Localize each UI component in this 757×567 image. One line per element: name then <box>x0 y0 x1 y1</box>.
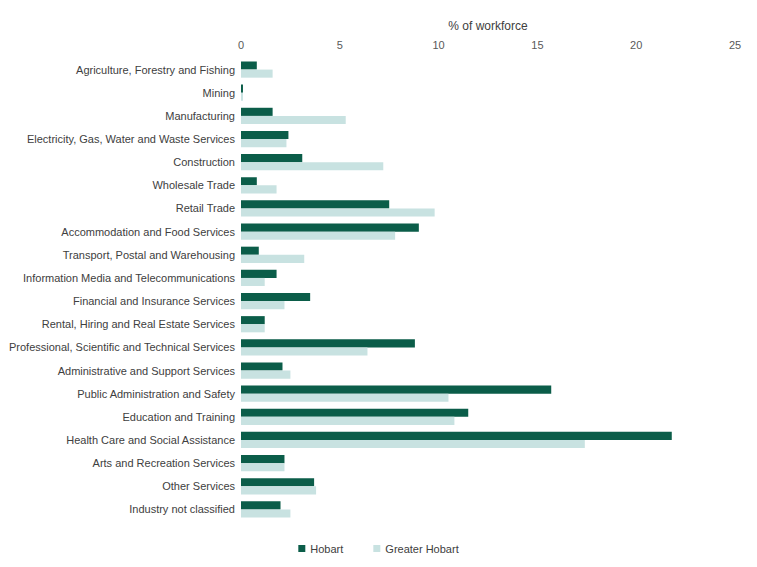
svg-text:5: 5 <box>337 39 343 51</box>
svg-text:25: 25 <box>729 39 741 51</box>
svg-text:Administrative and Support Ser: Administrative and Support Services <box>58 365 236 377</box>
svg-text:Accommodation and Food Service: Accommodation and Food Services <box>61 226 235 238</box>
svg-text:Transport, Postal and Warehous: Transport, Postal and Warehousing <box>63 249 235 261</box>
svg-text:Other Services: Other Services <box>162 480 235 492</box>
svg-text:Arts and Recreation Services: Arts and Recreation Services <box>93 457 236 469</box>
svg-text:% of workforce: % of workforce <box>448 19 528 33</box>
svg-text:0: 0 <box>238 39 244 51</box>
svg-text:Information Media and Telecomm: Information Media and Telecommunications <box>23 272 235 284</box>
svg-text:15: 15 <box>531 39 543 51</box>
svg-text:Mining: Mining <box>203 87 235 99</box>
svg-text:Hobart: Hobart <box>310 543 343 555</box>
svg-text:Financial and Insurance Servic: Financial and Insurance Services <box>73 295 236 307</box>
svg-text:20: 20 <box>630 39 642 51</box>
svg-text:Health Care and Social Assista: Health Care and Social Assistance <box>66 434 235 446</box>
svg-text:Agriculture, Forestry and Fish: Agriculture, Forestry and Fishing <box>76 64 235 76</box>
svg-text:Retail Trade: Retail Trade <box>176 202 235 214</box>
svg-text:Education and Training: Education and Training <box>122 411 235 423</box>
svg-text:Public Administration and Safe: Public Administration and Safety <box>77 388 235 400</box>
svg-text:Construction: Construction <box>173 156 235 168</box>
svg-text:Manufacturing: Manufacturing <box>165 110 235 122</box>
svg-text:Rental, Hiring and Real Estate: Rental, Hiring and Real Estate Services <box>42 318 236 330</box>
svg-text:10: 10 <box>432 39 444 51</box>
svg-text:Industry not classified: Industry not classified <box>129 503 235 515</box>
svg-text:Wholesale Trade: Wholesale Trade <box>152 179 235 191</box>
svg-text:Greater Hobart: Greater Hobart <box>385 543 458 555</box>
svg-text:Professional, Scientific and T: Professional, Scientific and Technical S… <box>9 341 236 353</box>
svg-text:Electricity, Gas, Water and Wa: Electricity, Gas, Water and Waste Servic… <box>27 133 236 145</box>
